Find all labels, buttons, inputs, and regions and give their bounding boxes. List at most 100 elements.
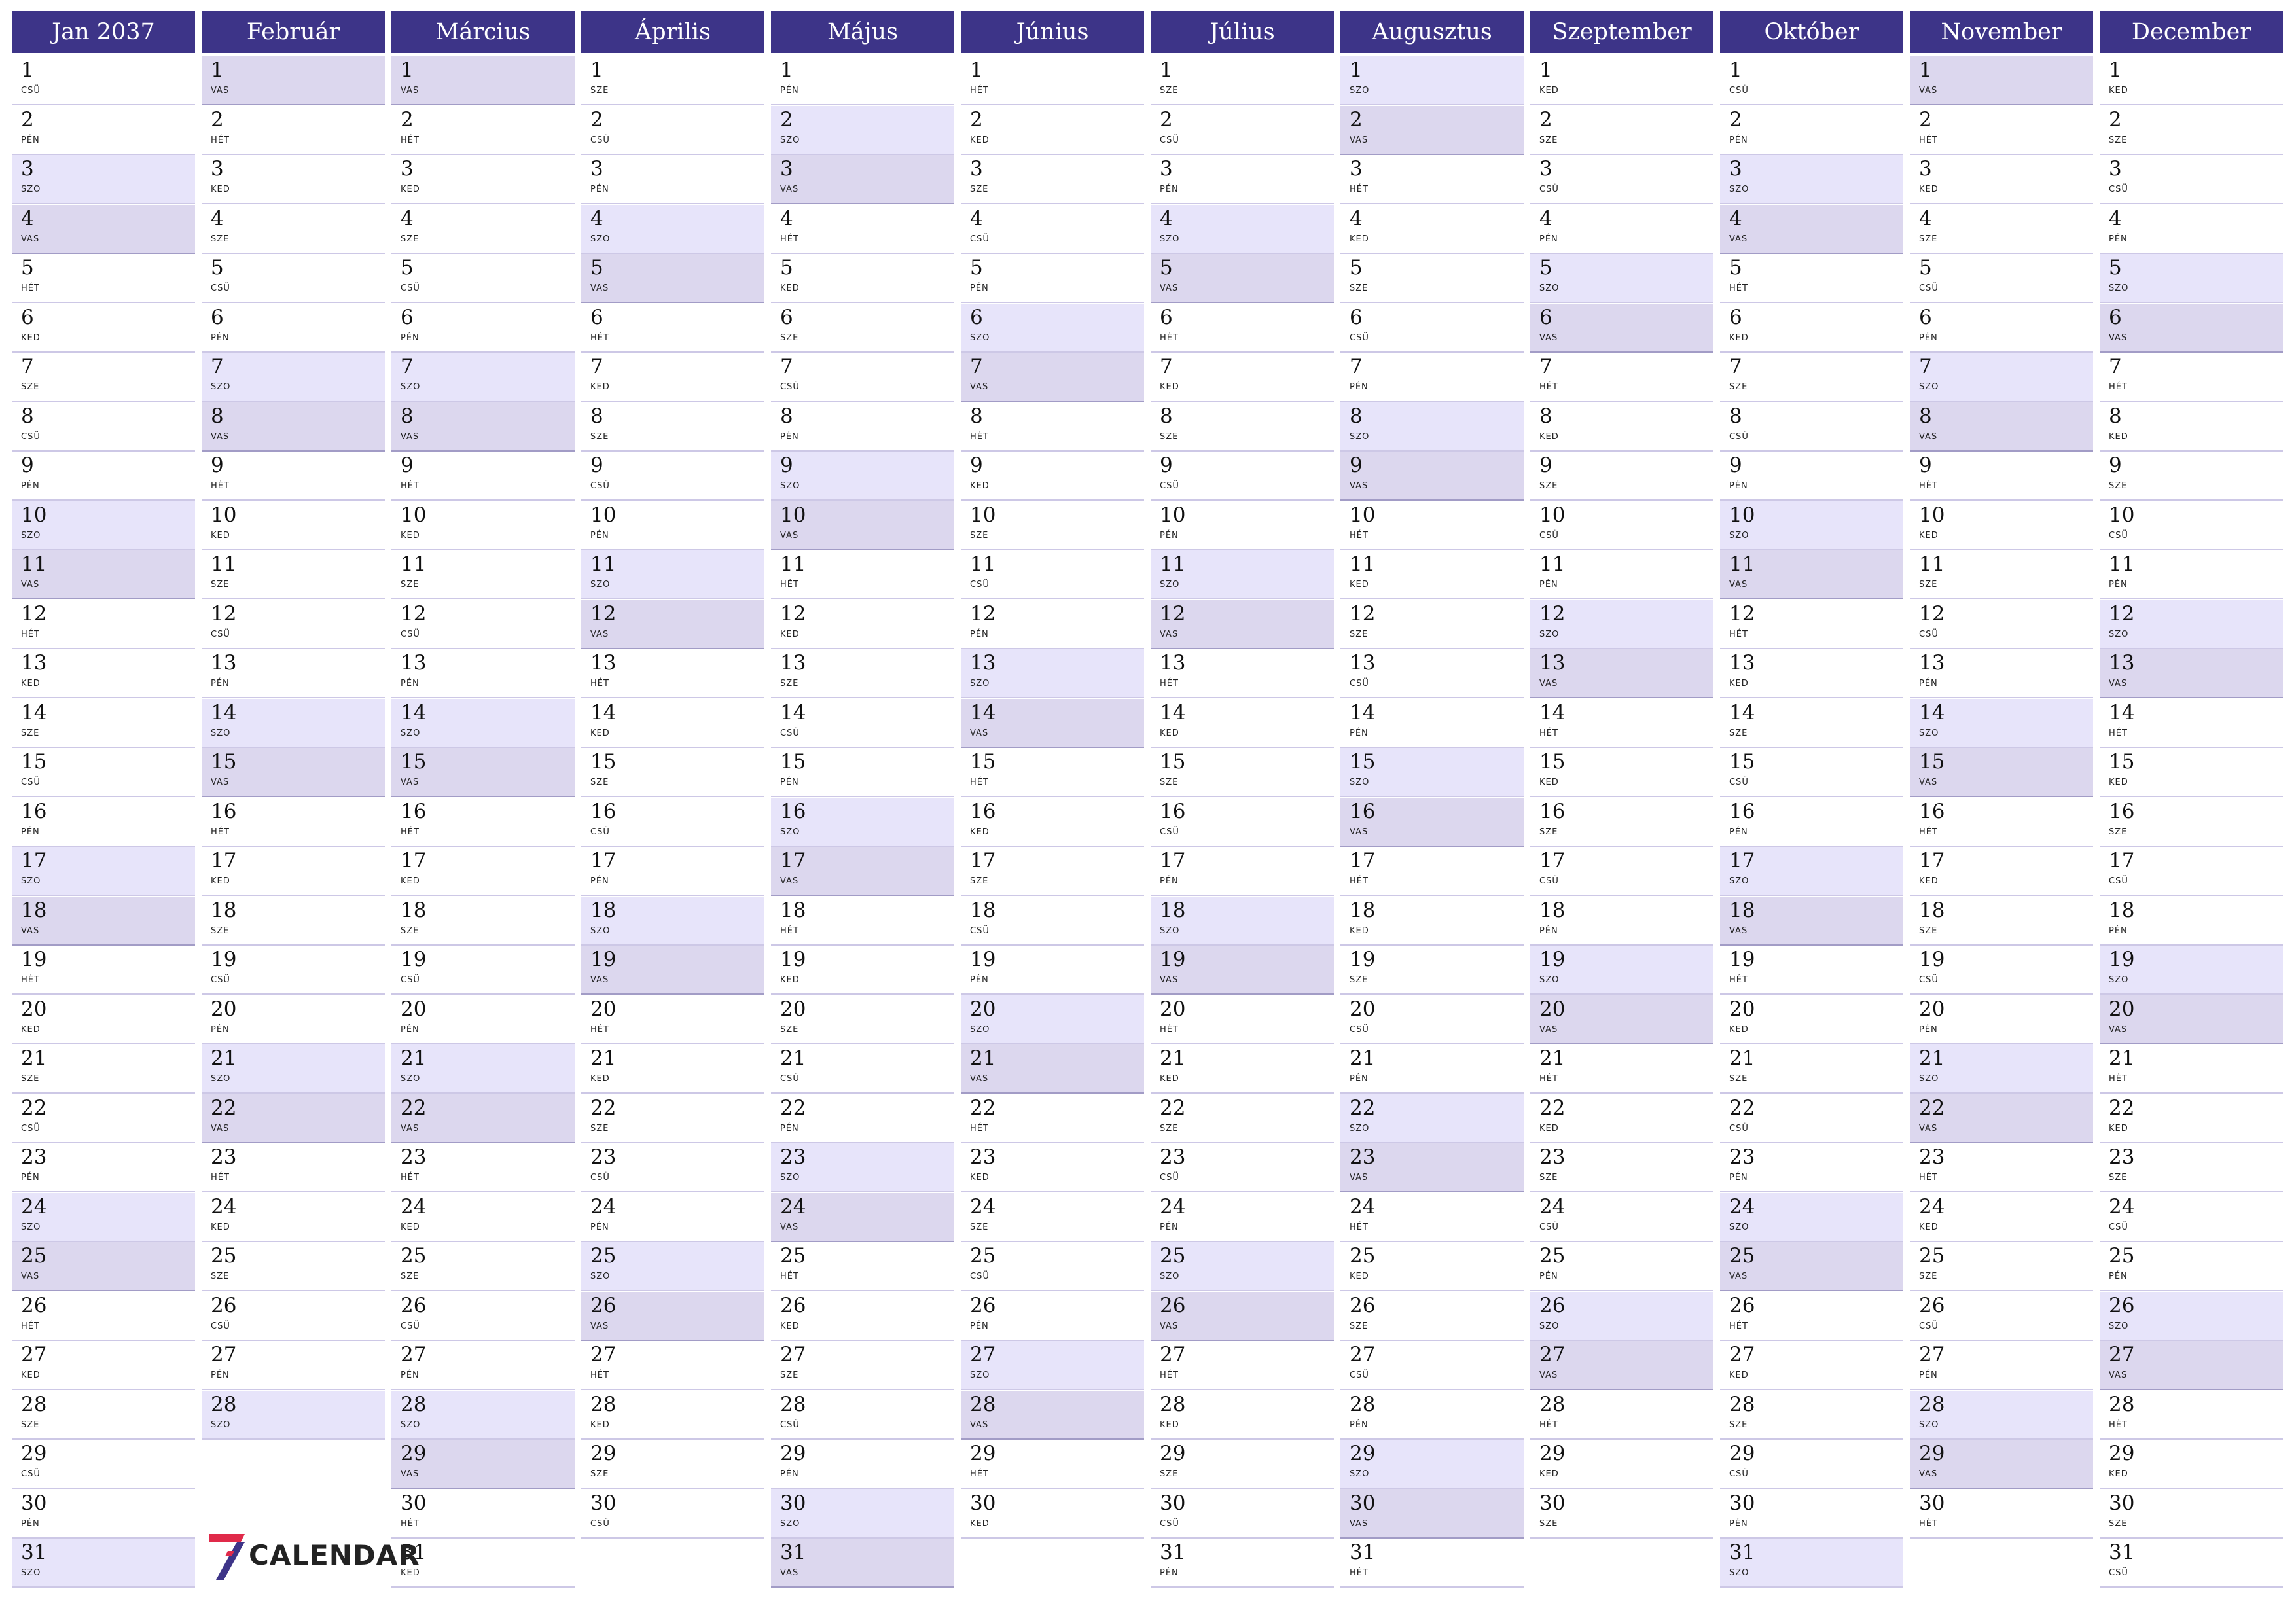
day-number: 4: [1919, 206, 1932, 230]
day-cell: 5 HÉT: [12, 254, 195, 303]
day-cell: 9 HÉT: [202, 452, 385, 501]
day-cell: 26 KED: [771, 1291, 954, 1341]
day-cell: 3 KED: [391, 155, 575, 204]
day-cell: 22 KED: [2100, 1094, 2283, 1143]
day-number: 7: [1160, 355, 1173, 378]
weekday-label: SZO: [1350, 431, 1370, 442]
day-cell: 29 SZE: [1151, 1440, 1334, 1489]
day-cell: 1 SZE: [1151, 56, 1334, 105]
day-number: 22: [1350, 1096, 1376, 1120]
weekday-label: PÉN: [590, 876, 609, 886]
day-number: 30: [1729, 1491, 1755, 1515]
day-cell: 14 SZO: [202, 698, 385, 748]
day-cell: 23 PÉN: [1720, 1143, 1903, 1192]
weekday-label: KED: [401, 876, 420, 886]
weekday-label: HÉT: [780, 925, 799, 936]
day-cell: 16 SZO: [771, 797, 954, 847]
day-number: 23: [21, 1145, 47, 1169]
weekday-label: VAS: [780, 185, 799, 194]
weekday-label: SZO: [590, 925, 611, 936]
day-number: 22: [1729, 1096, 1755, 1120]
day-number: 12: [1160, 601, 1186, 626]
day-number: 16: [970, 799, 996, 823]
day-cell: 11 SZE: [391, 550, 575, 599]
day-number: 8: [401, 404, 414, 428]
day-cell: 13 CSÜ: [1340, 649, 1524, 698]
day-number: 31: [2109, 1541, 2135, 1564]
day-number: 10: [2109, 503, 2135, 527]
day-number: 29: [780, 1442, 806, 1465]
day-number: 20: [1539, 997, 1566, 1021]
weekday-label: PÉN: [1539, 580, 1558, 590]
day-cell: 2 CSÜ: [581, 105, 764, 155]
day-number: 4: [780, 206, 793, 230]
day-cell: 25 SZO: [581, 1242, 764, 1291]
day-cell: 7 PÉN: [1340, 353, 1524, 402]
day-cell: 20 SZO: [961, 995, 1144, 1044]
weekday-label: VAS: [401, 86, 420, 96]
day-number: 2: [401, 107, 414, 132]
day-number: 12: [21, 601, 47, 626]
day-cell: 19 HÉT: [1720, 946, 1903, 995]
day-number: 24: [970, 1194, 996, 1219]
day-cell: 5 KED: [771, 254, 954, 303]
day-number: 23: [1160, 1145, 1186, 1169]
weekday-label: KED: [401, 1568, 420, 1578]
day-cell: 10 KED: [391, 501, 575, 550]
day-cell: 1 HÉT: [961, 56, 1144, 105]
day-cell: 24 SZO: [1720, 1192, 1903, 1242]
day-number: 13: [1539, 651, 1566, 675]
day-number: 15: [1919, 750, 1945, 774]
weekday-label: PÉN: [970, 629, 989, 639]
day-number: 17: [1729, 849, 1755, 872]
weekday-label: HÉT: [211, 827, 230, 837]
weekday-label: HÉT: [970, 1123, 989, 1133]
day-cell: 12 HÉT: [1720, 599, 1903, 649]
day-number: 14: [590, 700, 617, 724]
day-number: 4: [401, 206, 414, 230]
weekday-label: HÉT: [1919, 827, 1938, 837]
weekday-label: SZO: [21, 185, 41, 194]
day-number: 8: [1729, 404, 1742, 428]
day-cell: 25 SZO: [1151, 1242, 1334, 1291]
day-cell: 12 PÉN: [961, 599, 1144, 649]
day-number: 11: [1919, 552, 1945, 576]
day-cell: 20 KED: [1720, 995, 1903, 1044]
weekday-label: SZO: [590, 234, 611, 244]
day-number: 28: [970, 1392, 996, 1416]
day-number: 9: [21, 454, 34, 477]
weekday-label: SZO: [211, 728, 231, 738]
day-cell: 21 SZO: [391, 1044, 575, 1094]
weekday-label: SZO: [780, 1173, 800, 1183]
weekday-label: SZE: [1729, 728, 1748, 738]
day-cell: 25 VAS: [12, 1242, 195, 1291]
weekday-label: SZE: [970, 185, 989, 194]
weekday-label: CSÜ: [1350, 1370, 1369, 1380]
day-number: 29: [401, 1442, 427, 1465]
weekday-label: KED: [1160, 728, 1179, 738]
day-cell: 29 PÉN: [771, 1440, 954, 1489]
day-cell: 23 CSÜ: [581, 1143, 764, 1192]
weekday-label: SZE: [1539, 827, 1558, 837]
day-number: 23: [1350, 1145, 1376, 1169]
day-number: 5: [1919, 256, 1932, 279]
day-cell: 14 SZE: [1720, 698, 1903, 748]
weekday-label: KED: [970, 135, 990, 145]
day-number: 29: [1729, 1442, 1755, 1465]
day-number: 25: [2109, 1244, 2135, 1268]
weekday-label: KED: [780, 629, 800, 639]
weekday-label: VAS: [21, 580, 40, 590]
day-number: 19: [401, 948, 427, 971]
weekday-label: SZO: [1350, 1469, 1370, 1479]
day-cell: 23 PÉN: [12, 1143, 195, 1192]
day-cell: 6 VAS: [1530, 303, 1713, 353]
weekday-label: KED: [1160, 382, 1179, 392]
day-number: 15: [21, 750, 47, 774]
day-number: 18: [1919, 898, 1945, 922]
weekday-label: CSÜ: [970, 580, 990, 590]
weekday-label: KED: [211, 185, 230, 194]
day-cell: 18 VAS: [12, 896, 195, 946]
weekday-label: VAS: [21, 925, 40, 936]
weekday-label: PÉN: [211, 1024, 230, 1035]
day-cell: 23 SZE: [2100, 1143, 2283, 1192]
